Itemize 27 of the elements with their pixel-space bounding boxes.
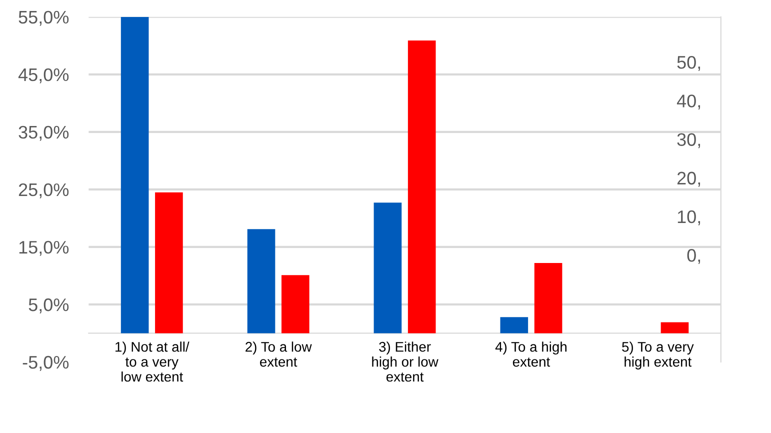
bar bbox=[500, 317, 528, 334]
y2-tick-label: 0, bbox=[687, 248, 700, 264]
bar bbox=[534, 263, 562, 334]
y-tick-label: 55,0% bbox=[18, 10, 69, 26]
y-tick-label: 15,0% bbox=[19, 240, 69, 256]
y2-tick-label: 50, bbox=[677, 56, 700, 71]
bar bbox=[281, 275, 310, 334]
bar bbox=[660, 322, 689, 334]
bar bbox=[155, 192, 183, 334]
y2-tick-label: 30, bbox=[677, 133, 700, 148]
bar bbox=[120, 16, 149, 334]
y2-tick-label: 10, bbox=[678, 210, 700, 226]
y-tick-label: -5,0% bbox=[22, 356, 69, 371]
x-tick-label: 5) To a very high extent bbox=[622, 342, 694, 370]
x-tick-label: 3) Either high or low extent bbox=[372, 342, 438, 382]
y2-tick-label: 40, bbox=[676, 94, 700, 110]
x-tick-label: 2) To a low extent bbox=[246, 342, 312, 367]
y2-tick-label: 20, bbox=[677, 172, 700, 187]
y-tick-label: 45,0% bbox=[18, 68, 69, 84]
x-tick-label: 1) Not at all/ to a very low extent bbox=[116, 342, 190, 382]
bar bbox=[247, 229, 276, 334]
bar bbox=[408, 40, 436, 334]
x-tick-label: 4) To a high extent bbox=[495, 342, 566, 367]
bar bbox=[374, 202, 402, 334]
y-tick-label: 5,0% bbox=[28, 298, 69, 314]
y-tick-label: 35,0% bbox=[18, 126, 69, 141]
y-tick-label: 25,0% bbox=[18, 183, 69, 198]
